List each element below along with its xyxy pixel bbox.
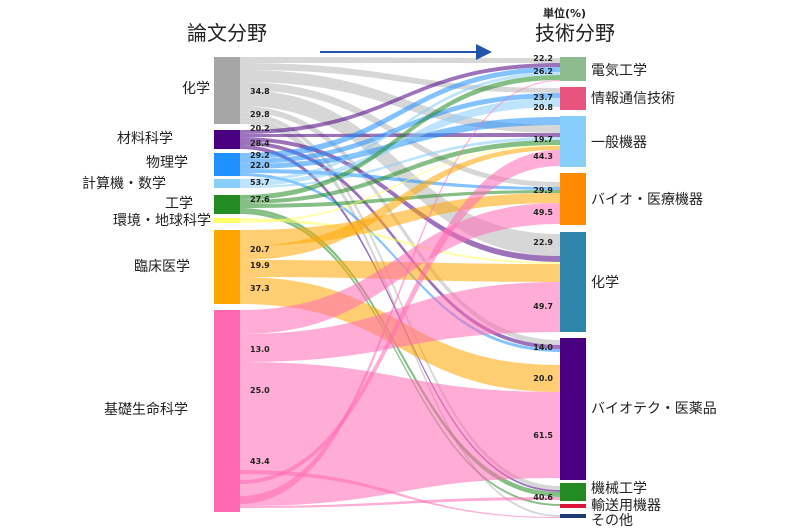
target-value-label-11: 20.0 xyxy=(533,374,553,383)
flow-link-2 xyxy=(240,70,560,133)
source-node-0 xyxy=(214,57,240,124)
target-node-2 xyxy=(560,116,586,167)
source-value-label-7: 27.6 xyxy=(250,195,270,204)
target-value-label-8: 22.9 xyxy=(533,238,553,247)
target-node-8 xyxy=(560,514,586,518)
flow-link-22 xyxy=(240,140,560,204)
source-label-1: 材料科学 xyxy=(117,131,173,147)
source-node-4 xyxy=(214,195,240,214)
source-value-label-12: 25.0 xyxy=(250,386,270,395)
target-value-label-13: 40.6 xyxy=(533,493,553,502)
target-label-0: 電気工学 xyxy=(591,63,647,79)
target-value-label-2: 23.7 xyxy=(533,93,553,102)
source-value-label-4: 29.2 xyxy=(250,151,270,160)
source-node-5 xyxy=(214,218,240,223)
target-nodes xyxy=(560,57,586,518)
target-value-label-4: 19.7 xyxy=(533,135,553,144)
source-label-2: 物理学 xyxy=(146,155,188,171)
target-label-7: 輸送用機器 xyxy=(591,498,661,514)
right-header: 技術分野 xyxy=(535,21,615,45)
source-value-label-0: 34.8 xyxy=(250,87,270,96)
source-value-label-3: 28.4 xyxy=(250,139,270,148)
source-node-6 xyxy=(214,230,240,304)
source-label-6: 臨床医学 xyxy=(134,259,190,275)
target-value-label-7: 49.5 xyxy=(533,208,553,217)
flow-link-21 xyxy=(240,75,560,200)
flow-link-5 xyxy=(240,106,560,345)
target-label-1: 情報通信技術 xyxy=(591,91,675,107)
target-label-2: 一般機器 xyxy=(591,135,647,151)
flow-link-35 xyxy=(240,497,560,508)
flow-link-18 xyxy=(240,72,560,182)
flow-link-25 xyxy=(240,211,560,506)
flow-link-0 xyxy=(240,57,560,63)
source-value-label-8: 20.7 xyxy=(250,245,270,254)
flow-link-36 xyxy=(240,80,560,504)
source-value-label-11: 13.0 xyxy=(250,345,270,354)
target-value-label-5: 44.3 xyxy=(533,152,553,161)
source-node-7 xyxy=(214,310,240,512)
target-value-labels: 22.2 26.2 23.720.8 19.7 44.3 29.9 49.5 22.9 49.7… xyxy=(533,54,553,502)
target-node-5 xyxy=(560,338,586,480)
target-label-5: バイオテク・医薬品 xyxy=(591,401,717,417)
source-value-label-2: 20.2 xyxy=(250,124,270,133)
target-label-3: バイオ・医療機器 xyxy=(591,191,703,208)
flow-link-27 xyxy=(240,145,560,223)
source-value-label-6: 53.7 xyxy=(250,178,270,187)
source-value-label-10: 37.3 xyxy=(250,284,270,293)
target-label-8: その他 xyxy=(591,513,633,529)
flow-link-32 xyxy=(240,203,560,334)
target-node-7 xyxy=(560,504,586,508)
flow-links xyxy=(240,57,560,518)
flow-link-38 xyxy=(240,470,560,518)
source-value-label-13: 43.4 xyxy=(250,457,270,466)
flow-link-19 xyxy=(240,98,560,186)
target-value-label-1: 26.2 xyxy=(533,67,553,76)
target-labels: 電気工学情報通信技術一般機器バイオ・医療機器化学バイオテク・医薬品機械工学輸送用… xyxy=(591,63,717,529)
flow-link-28 xyxy=(240,193,560,246)
target-label-6: 機械工学 xyxy=(591,481,647,497)
source-node-2 xyxy=(214,153,240,176)
target-value-label-6: 29.9 xyxy=(533,186,553,195)
flow-link-37 xyxy=(240,150,560,484)
source-label-7: 基礎生命科学 xyxy=(104,401,188,418)
target-node-1 xyxy=(560,87,586,110)
target-label-4: 化学 xyxy=(591,275,619,291)
flow-link-13 xyxy=(240,67,560,159)
target-value-label-9: 49.7 xyxy=(533,302,553,311)
source-node-3 xyxy=(214,179,240,188)
target-value-label-0: 22.2 xyxy=(533,54,553,63)
flow-link-8 xyxy=(240,63,560,134)
unit-label: 単位(%) xyxy=(543,6,586,20)
source-value-labels: 34.8 29.8 20.2 28.4 29.222.0 53.7 27.6 20.7 19.9… xyxy=(250,87,270,466)
target-value-label-3: 20.8 xyxy=(533,103,553,112)
flow-link-24 xyxy=(240,208,560,497)
source-value-label-5: 22.0 xyxy=(250,161,270,170)
target-node-6 xyxy=(560,483,586,501)
source-label-0: 化学 xyxy=(182,81,210,97)
source-value-label-9: 19.9 xyxy=(250,261,270,270)
left-header: 論文分野 xyxy=(187,21,267,45)
source-label-3: 計算機・数学 xyxy=(82,176,166,192)
source-node-1 xyxy=(214,130,240,149)
target-value-label-12: 61.5 xyxy=(533,431,553,440)
target-node-0 xyxy=(560,57,586,81)
flow-link-20 xyxy=(240,137,560,188)
target-node-4 xyxy=(560,232,586,332)
flow-link-29 xyxy=(240,146,560,260)
source-value-label-1: 29.8 xyxy=(250,110,270,119)
flow-link-6 xyxy=(240,112,560,490)
source-nodes xyxy=(214,57,240,512)
source-label-5: 環境・地球科学 xyxy=(113,213,211,229)
source-label-4: 工学 xyxy=(165,196,193,212)
flow-link-11 xyxy=(240,141,560,349)
flow-link-34 xyxy=(240,362,560,506)
target-node-3 xyxy=(560,173,586,225)
flow-link-26 xyxy=(240,218,560,264)
target-value-label-10: 14.0 xyxy=(533,343,553,352)
